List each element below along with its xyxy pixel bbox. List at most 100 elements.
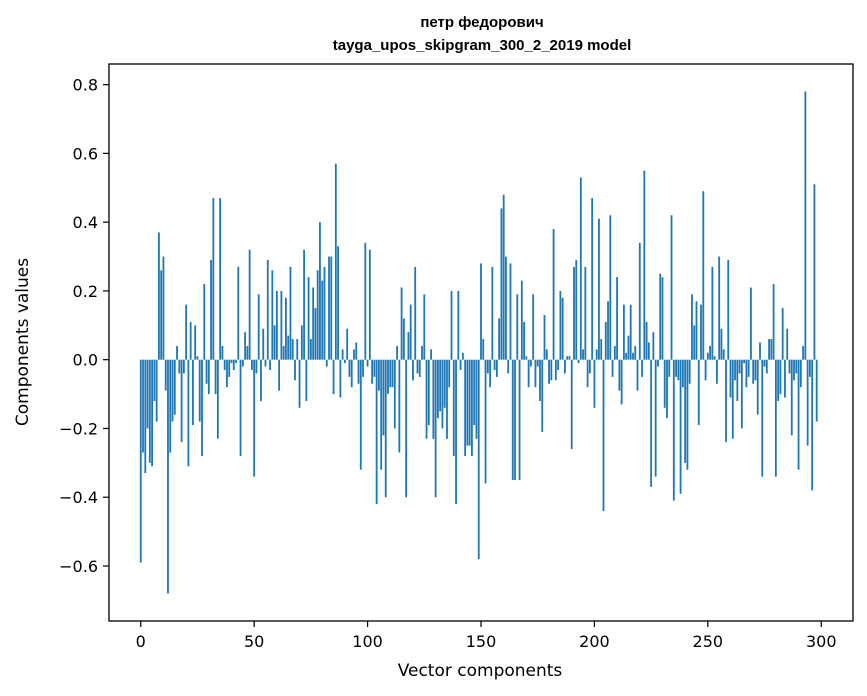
bar (196, 356, 199, 360)
bar (559, 290, 562, 360)
bar (309, 339, 312, 360)
bar (677, 359, 680, 381)
bar (475, 359, 478, 439)
bar (482, 339, 485, 360)
bar (568, 356, 571, 360)
bar (713, 356, 716, 360)
bar (638, 242, 641, 360)
bar (652, 332, 655, 360)
bar (691, 294, 693, 360)
bar (516, 294, 519, 360)
bar (241, 359, 244, 367)
bar (214, 359, 217, 395)
bar (566, 356, 569, 360)
bars-group (139, 91, 818, 594)
bar (668, 359, 671, 377)
bar (337, 246, 339, 360)
bar (786, 328, 789, 360)
bar (148, 359, 151, 463)
bar (439, 359, 442, 412)
bar (609, 215, 612, 360)
bar (779, 359, 782, 395)
bar (509, 263, 512, 360)
bar (312, 287, 315, 360)
bar (434, 359, 437, 498)
bar (459, 359, 462, 370)
bar (582, 349, 584, 360)
bar (530, 359, 532, 367)
bar (300, 325, 303, 360)
bar (339, 359, 342, 398)
bar (452, 359, 455, 456)
bar (139, 359, 142, 563)
bar (645, 321, 648, 360)
bar (366, 359, 369, 367)
y-tick-label: −0.2 (59, 419, 98, 438)
bar (564, 359, 566, 374)
bar (588, 359, 591, 374)
bar (602, 359, 605, 511)
bar (357, 359, 360, 384)
bar (681, 359, 684, 388)
bar (185, 304, 188, 360)
bar (160, 270, 163, 360)
bar (443, 359, 446, 408)
bar (262, 328, 265, 360)
bar (455, 359, 457, 505)
bar (212, 198, 215, 360)
bar (230, 359, 233, 364)
bar (498, 318, 501, 360)
bar (781, 308, 784, 360)
bar (169, 359, 172, 453)
bar (461, 352, 464, 360)
bar (768, 339, 770, 360)
bar (348, 359, 351, 377)
bar (495, 359, 498, 377)
bar (271, 270, 274, 360)
bar (192, 359, 194, 426)
bar (761, 359, 764, 477)
bar (450, 290, 453, 360)
bar (695, 301, 698, 360)
bar (344, 359, 346, 364)
y-tick-label: 0.4 (73, 213, 98, 232)
bar (661, 277, 664, 360)
bar (167, 359, 169, 594)
bar (752, 359, 755, 384)
bar (473, 359, 476, 426)
bar (618, 359, 621, 391)
bar (146, 359, 149, 429)
bar (437, 359, 439, 419)
bar (702, 191, 705, 360)
bar (253, 359, 256, 477)
y-tick-label: −0.4 (59, 488, 98, 507)
bar (216, 359, 219, 439)
bar (759, 342, 761, 360)
bar (636, 359, 639, 391)
bar (579, 177, 582, 360)
bar (675, 359, 677, 377)
x-tick-label: 100 (352, 632, 383, 651)
y-tick-label: 0.2 (73, 282, 98, 301)
bar (491, 266, 494, 360)
bar (570, 359, 573, 450)
bar (654, 359, 657, 477)
bar (248, 249, 251, 360)
bar (804, 91, 807, 360)
bar (750, 287, 752, 360)
bar (711, 266, 714, 360)
bar (611, 359, 614, 377)
bar (305, 359, 308, 401)
bar (627, 335, 630, 360)
bar (391, 359, 394, 388)
bar (795, 359, 798, 374)
bar (802, 345, 804, 360)
x-tick-label: 50 (244, 632, 264, 651)
bar (362, 359, 364, 377)
y-axis-label: Components values (13, 258, 33, 426)
bar (319, 222, 321, 360)
bar (706, 352, 709, 360)
bar (287, 335, 290, 360)
bar (228, 359, 231, 377)
bar (273, 325, 276, 360)
